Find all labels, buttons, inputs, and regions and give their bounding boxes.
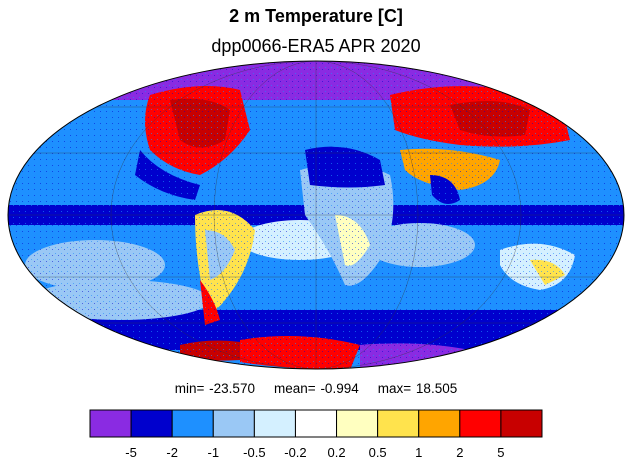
mean-value: -0.994 — [320, 381, 359, 396]
colorbar-tick-label: 1 — [415, 445, 423, 460]
colorbar-tick-label: -5 — [125, 445, 137, 460]
map-subtitle: dpp0066-ERA5 APR 2020 — [211, 36, 421, 56]
colorbar-box-10 — [500, 409, 543, 438]
colorbar-box-0 — [89, 409, 132, 438]
colorbar-box-4 — [253, 409, 296, 438]
min-value: -23.570 — [209, 381, 255, 396]
colorbar-box-3 — [212, 409, 255, 438]
colorbar-tick-label: -2 — [166, 445, 178, 460]
colorbar-box-2 — [171, 409, 214, 438]
mean-label: mean= — [274, 381, 316, 396]
colorbar-tick-label: 0.2 — [327, 445, 346, 460]
map-title: 2 m Temperature [C] — [229, 6, 403, 26]
colorbar-box-9 — [459, 409, 502, 438]
colorbar-box-8 — [418, 409, 461, 438]
colorbar-tick-label: -0.2 — [284, 445, 307, 460]
colorbar-tick-label: 0.5 — [368, 445, 387, 460]
colorbar-tick-label: 5 — [497, 445, 505, 460]
max-label: max= — [377, 381, 412, 396]
colorbar-box-6 — [336, 409, 379, 438]
colorbar-tick-label: -1 — [207, 445, 220, 460]
colorbar-tick-label: -0.5 — [243, 445, 266, 460]
statistics-line: min= -23.570 mean= -0.994 max= 18.505 — [0, 381, 632, 396]
max-value: 18.505 — [415, 381, 458, 396]
min-label: min= — [174, 381, 205, 396]
colorbar-box-1 — [130, 409, 173, 438]
colorbar-tick-label: 2 — [456, 445, 464, 460]
globe-outline — [7, 60, 625, 370]
colorbar-box-7 — [377, 409, 420, 438]
colorbar-box-5 — [294, 409, 338, 438]
